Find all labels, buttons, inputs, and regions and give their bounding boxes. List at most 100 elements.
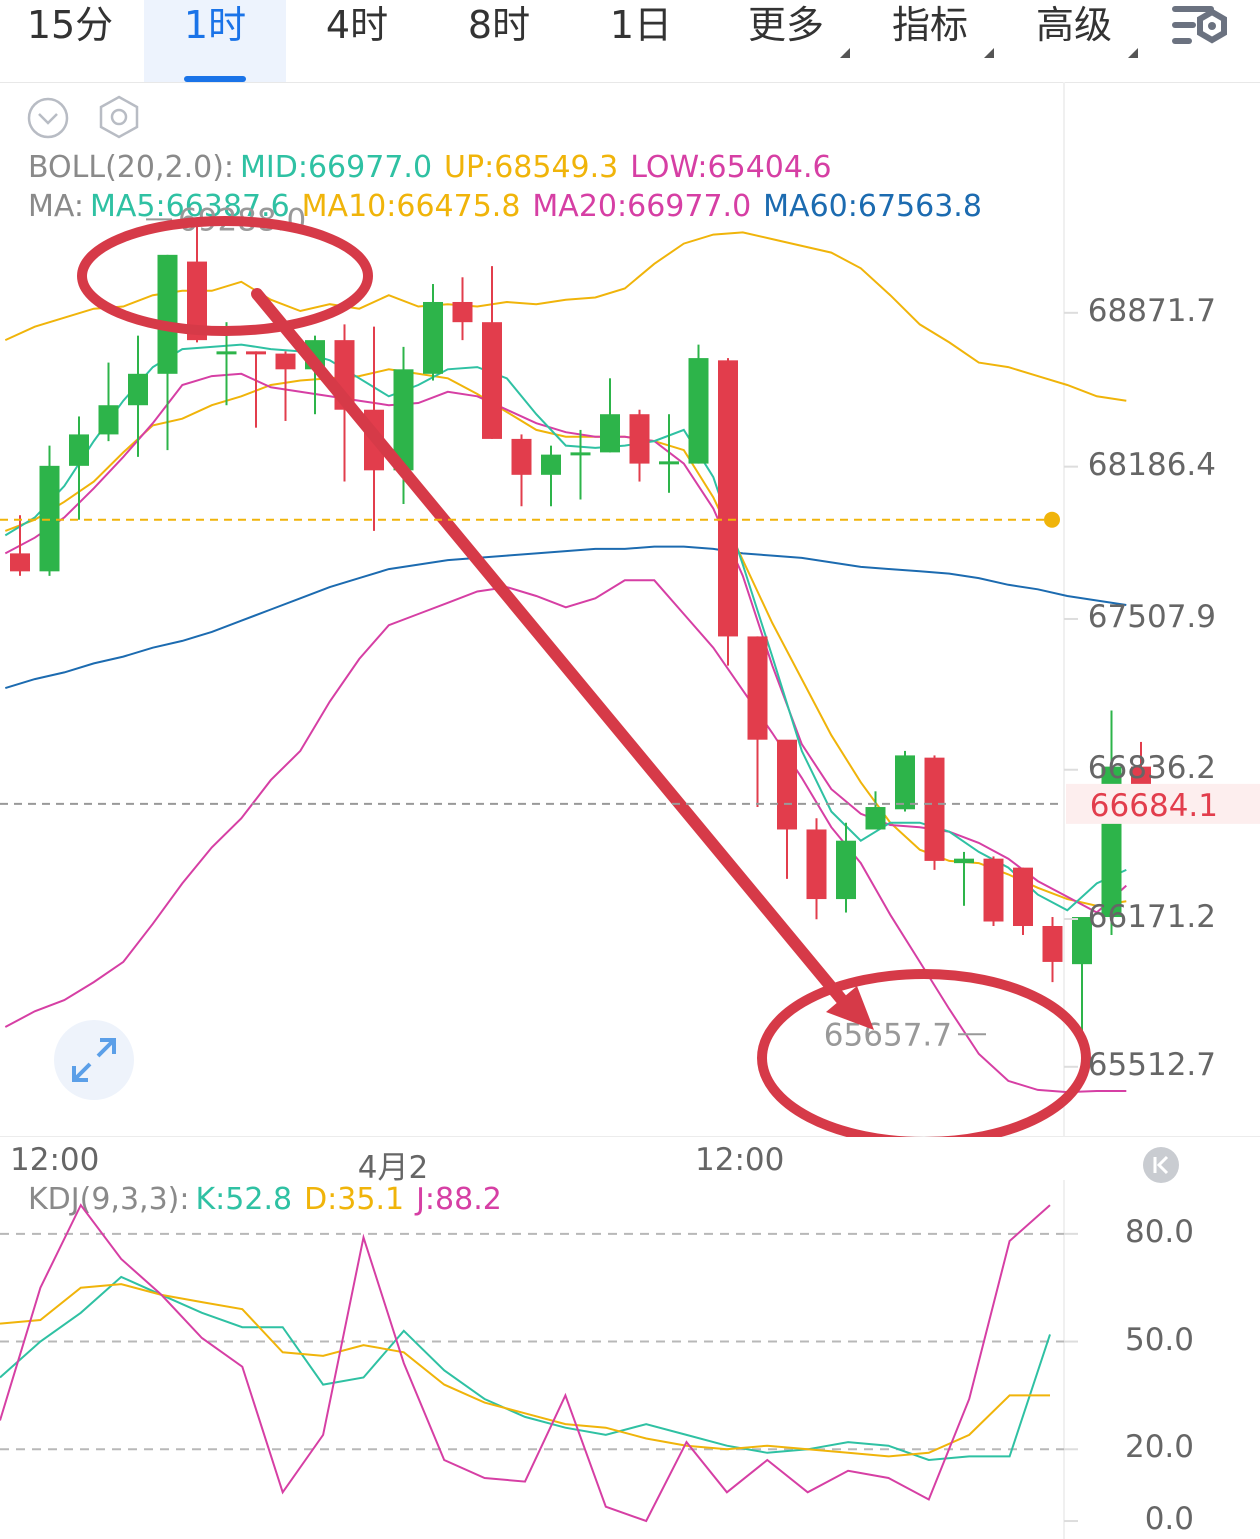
candle-body <box>275 353 296 370</box>
overlay-line-ma60 <box>5 545 1127 690</box>
price-axis-label: 66836.2 <box>1087 749 1216 786</box>
candle-body <box>39 465 60 572</box>
ma5-value: MA5:66387.6 <box>90 189 290 224</box>
list-settings-icon[interactable] <box>1168 0 1238 60</box>
overlay-line-ma5 <box>4 343 1127 912</box>
boll-up: UP:68549.3 <box>444 150 619 185</box>
ma-legend: MA: MA5:66387.6 MA10:66475.8 MA20:66977.0 MA… <box>28 189 994 224</box>
expand-arrows-icon[interactable] <box>52 1018 136 1106</box>
tab-more[interactable]: 更多 <box>716 0 856 82</box>
candle-body <box>895 755 915 810</box>
low-annotation-circle <box>757 969 1091 1137</box>
tab-15min[interactable]: 15分 <box>26 3 114 47</box>
overlay-line-upper <box>4 231 1127 402</box>
boll-mid: MID:66977.0 <box>240 150 433 185</box>
kdj-axis-label: 80.0 <box>1124 1213 1194 1250</box>
tab-4h[interactable]: 4时 <box>325 3 389 47</box>
candle-body <box>393 369 414 471</box>
candle-body <box>600 414 620 453</box>
candle-body <box>334 340 355 410</box>
dropdown-caret-icon <box>840 48 850 58</box>
candle-body <box>216 351 237 355</box>
kdj-line-j <box>0 1203 1051 1523</box>
timeframe-tabs: 15分 1时 4时 8时 1日 更多 指标 高级 <box>0 0 1260 83</box>
candle-body <box>983 858 1004 922</box>
boll-legend: BOLL(20,2.0): MID:66977.0 UP:68549.3 LOW:65… <box>28 150 844 185</box>
current-price-label: 66684.1 <box>1090 788 1218 824</box>
tab-8h[interactable]: 8时 <box>467 3 531 47</box>
candle-body <box>924 757 945 861</box>
current-price-badge <box>1066 783 1260 824</box>
time-axis-label: 12:00 <box>10 1142 100 1178</box>
tab-1d[interactable]: 1日 <box>609 3 673 47</box>
candle-body <box>718 360 738 637</box>
price-axis-label: 65512.7 <box>1087 1046 1216 1083</box>
candle-body <box>1042 926 1063 962</box>
kdj-line-k <box>0 1275 1051 1462</box>
candle-body <box>364 409 384 471</box>
kdj-k-value: K:52.8 <box>195 1182 293 1217</box>
candle-body <box>865 807 886 830</box>
overlay-line-mid <box>4 372 1127 914</box>
kdj-axis-label: 20.0 <box>1124 1429 1194 1466</box>
candle-body <box>157 254 178 374</box>
tab-1h[interactable]: 1时 <box>144 0 286 82</box>
candle-body <box>452 301 473 323</box>
kdj-j-value: J:88.2 <box>416 1182 502 1217</box>
high-annotation-circle <box>77 216 373 336</box>
boll-low: LOW:65404.6 <box>630 150 832 185</box>
ma-prefix: MA: <box>28 189 84 224</box>
kdj-axis-label: 0.0 <box>1144 1501 1194 1538</box>
candle-body <box>570 452 591 456</box>
candle-body <box>747 636 768 740</box>
candle-body <box>954 858 974 864</box>
candle-body <box>777 739 797 830</box>
reference-dot <box>1044 511 1060 528</box>
overlay-line-ma10 <box>4 368 1127 907</box>
active-tab-indicator <box>184 76 246 82</box>
time-axis-label: 12:00 <box>695 1142 785 1178</box>
price-axis-label: 68871.7 <box>1087 292 1216 329</box>
trend-arrow-shaft <box>251 288 848 1006</box>
chevron-down-circle-icon[interactable] <box>26 96 70 144</box>
overlay-line-lower <box>4 579 1127 1094</box>
kdj-d-value: D:35.1 <box>304 1182 405 1217</box>
kdj-legend: KDJ(9,3,3): K:52.8 D:35.1 J:88.2 <box>28 1182 514 1217</box>
candle-body <box>541 454 561 475</box>
price-axis-label: 68186.4 <box>1087 446 1216 483</box>
candle-body <box>10 553 30 572</box>
ma60-value: MA60:67563.8 <box>763 189 982 224</box>
boll-prefix: BOLL(20,2.0): <box>28 150 235 185</box>
ma20-value: MA20:66977.0 <box>532 189 752 224</box>
candle-body <box>659 461 679 465</box>
candle-body <box>511 438 532 475</box>
price-axis-label: 67507.9 <box>1087 598 1216 635</box>
kdj-axis-label: 50.0 <box>1124 1321 1194 1358</box>
candle-body <box>98 405 119 435</box>
price-axis-label: 66171.2 <box>1087 898 1216 935</box>
candle-body <box>1013 867 1033 926</box>
dropdown-caret-icon <box>1128 48 1138 58</box>
candle-body <box>806 829 827 900</box>
candle-body <box>187 261 207 341</box>
candle-body <box>246 351 266 355</box>
scroll-to-latest-icon[interactable] <box>1142 1146 1180 1188</box>
kdj-prefix: KDJ(9,3,3): <box>28 1182 190 1217</box>
candle-body <box>128 373 148 406</box>
candle-body <box>688 358 709 464</box>
hexagon-settings-icon[interactable] <box>96 94 142 144</box>
time-axis-label: 4月2 <box>357 1150 429 1186</box>
kdj-line-d <box>0 1283 1050 1458</box>
candle-body <box>305 340 325 370</box>
candle-body <box>836 840 856 900</box>
trend-arrow-head <box>826 986 874 1030</box>
dropdown-caret-icon <box>984 48 994 58</box>
candle-body <box>1101 766 1122 918</box>
low-price-label: 65657.7 <box>824 1017 952 1053</box>
ma10-value: MA10:66475.8 <box>301 189 521 224</box>
tab-indicators[interactable]: 指标 <box>860 0 1000 82</box>
candle-body <box>482 322 502 439</box>
tab-advanced[interactable]: 高级 <box>1004 0 1144 82</box>
candle-body <box>69 434 89 466</box>
